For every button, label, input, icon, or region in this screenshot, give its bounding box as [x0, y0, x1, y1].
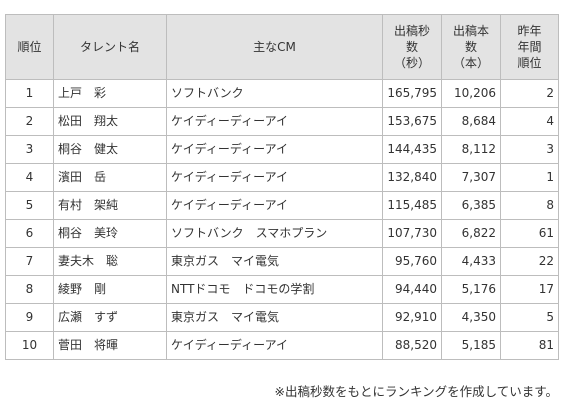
talent-name-cell: 広瀬 すず — [53, 303, 167, 332]
main-cm-cell: NTTドコモ ドコモの学割 — [166, 275, 383, 304]
main-cm-cell: 東京ガス マイ電気 — [166, 303, 383, 332]
header-count-line: 出稿本 — [452, 23, 489, 38]
table-row: 1 上戸 彩 ソフトバンク 165,795 10,206 2 — [5, 79, 559, 108]
table-row: 7 妻夫木 聡 東京ガス マイ電気 95,760 4,433 22 — [5, 247, 559, 276]
header-prev-line: 昨年 — [517, 23, 542, 38]
rank-cell: 8 — [5, 275, 54, 304]
talent-name-cell: 濱田 岳 — [53, 163, 167, 192]
main-cm-cell: 東京ガス マイ電気 — [166, 247, 383, 276]
main-cm-cell: ソフトバンク — [166, 79, 383, 108]
talent-name-cell: 上戸 彩 — [53, 79, 167, 108]
table-row: 6 桐谷 美玲 ソフトバンク スマホプラン 107,730 6,822 61 — [5, 219, 559, 248]
header-seconds-line: 数 — [405, 39, 418, 54]
main-cm-cell: ケイディーディーアイ — [166, 163, 383, 192]
airtime-seconds-cell: 95,760 — [382, 247, 442, 276]
rank-cell: 10 — [5, 331, 54, 360]
talent-name-cell: 桐谷 健太 — [53, 135, 167, 164]
table-row: 2 松田 翔太 ケイディーディーアイ 153,675 8,684 4 — [5, 107, 559, 136]
rank-cell: 4 — [5, 163, 54, 192]
main-cm-cell: ソフトバンク スマホプラン — [166, 219, 383, 248]
rank-cell: 3 — [5, 135, 54, 164]
airtime-seconds-cell: 144,435 — [382, 135, 442, 164]
table-row: 5 有村 架純 ケイディーディーアイ 115,485 6,385 8 — [5, 191, 559, 220]
table-row: 8 綾野 剛 NTTドコモ ドコモの学割 94,440 5,176 17 — [5, 275, 559, 304]
airtime-count-cell: 4,433 — [441, 247, 501, 276]
previous-rank-cell: 81 — [500, 331, 559, 360]
airtime-count-cell: 5,185 — [441, 331, 501, 360]
airtime-seconds-cell: 107,730 — [382, 219, 442, 248]
airtime-seconds-cell: 115,485 — [382, 191, 442, 220]
airtime-count-cell: 10,206 — [441, 79, 501, 108]
header-prev-line: 順位 — [517, 56, 542, 71]
previous-rank-cell: 22 — [500, 247, 559, 276]
previous-rank-cell: 1 — [500, 163, 559, 192]
ranking-table-container: 順位 タレント名 主なCM 出稿秒 数 （秒） 出稿本 数 （本） 昨年 年間 … — [5, 14, 559, 360]
previous-rank-cell: 4 — [500, 107, 559, 136]
header-seconds-line: 出稿秒 — [393, 23, 430, 38]
airtime-seconds-cell: 92,910 — [382, 303, 442, 332]
previous-rank-cell: 8 — [500, 191, 559, 220]
previous-rank-cell: 17 — [500, 275, 559, 304]
header-rank: 順位 — [5, 14, 54, 80]
talent-name-cell: 菅田 将暉 — [53, 331, 167, 360]
table-row: 9 広瀬 すず 東京ガス マイ電気 92,910 4,350 5 — [5, 303, 559, 332]
airtime-seconds-cell: 153,675 — [382, 107, 442, 136]
airtime-count-cell: 4,350 — [441, 303, 501, 332]
header-airtime-count: 出稿本 数 （本） — [441, 14, 501, 80]
table-row: 3 桐谷 健太 ケイディーディーアイ 144,435 8,112 3 — [5, 135, 559, 164]
table-row: 4 濱田 岳 ケイディーディーアイ 132,840 7,307 1 — [5, 163, 559, 192]
rank-cell: 9 — [5, 303, 54, 332]
table-header-row: 順位 タレント名 主なCM 出稿秒 数 （秒） 出稿本 数 （本） 昨年 年間 … — [5, 14, 559, 80]
talent-name-cell: 松田 翔太 — [53, 107, 167, 136]
rank-cell: 1 — [5, 79, 54, 108]
talent-name-cell: 桐谷 美玲 — [53, 219, 167, 248]
rank-cell: 2 — [5, 107, 54, 136]
airtime-count-cell: 8,112 — [441, 135, 501, 164]
previous-rank-cell: 3 — [500, 135, 559, 164]
airtime-seconds-cell: 88,520 — [382, 331, 442, 360]
header-seconds-line: （秒） — [393, 56, 430, 71]
table-row: 10 菅田 将暉 ケイディーディーアイ 88,520 5,185 81 — [5, 331, 559, 360]
header-main-cm: 主なCM — [166, 14, 383, 80]
rank-cell: 7 — [5, 247, 54, 276]
airtime-seconds-cell: 132,840 — [382, 163, 442, 192]
header-count-line: （本） — [452, 56, 489, 71]
ranking-footnote: ※出稿秒数をもとにランキングを作成しています。 — [274, 384, 558, 399]
main-cm-cell: ケイディーディーアイ — [166, 107, 383, 136]
talent-name-cell: 有村 架純 — [53, 191, 167, 220]
header-prev-line: 年間 — [517, 39, 542, 54]
header-talent-name: タレント名 — [53, 14, 167, 80]
airtime-count-cell: 5,176 — [441, 275, 501, 304]
airtime-count-cell: 8,684 — [441, 107, 501, 136]
cm-ranking-table: 順位 タレント名 主なCM 出稿秒 数 （秒） 出稿本 数 （本） 昨年 年間 … — [5, 14, 559, 360]
airtime-seconds-cell: 94,440 — [382, 275, 442, 304]
header-count-line: 数 — [464, 39, 477, 54]
rank-cell: 6 — [5, 219, 54, 248]
main-cm-cell: ケイディーディーアイ — [166, 331, 383, 360]
header-airtime-seconds: 出稿秒 数 （秒） — [382, 14, 442, 80]
airtime-count-cell: 6,385 — [441, 191, 501, 220]
airtime-seconds-cell: 165,795 — [382, 79, 442, 108]
talent-name-cell: 綾野 剛 — [53, 275, 167, 304]
previous-rank-cell: 61 — [500, 219, 559, 248]
airtime-count-cell: 7,307 — [441, 163, 501, 192]
main-cm-cell: ケイディーディーアイ — [166, 191, 383, 220]
talent-name-cell: 妻夫木 聡 — [53, 247, 167, 276]
header-previous-year-rank: 昨年 年間 順位 — [500, 14, 559, 80]
previous-rank-cell: 2 — [500, 79, 559, 108]
main-cm-cell: ケイディーディーアイ — [166, 135, 383, 164]
rank-cell: 5 — [5, 191, 54, 220]
airtime-count-cell: 6,822 — [441, 219, 501, 248]
previous-rank-cell: 5 — [500, 303, 559, 332]
